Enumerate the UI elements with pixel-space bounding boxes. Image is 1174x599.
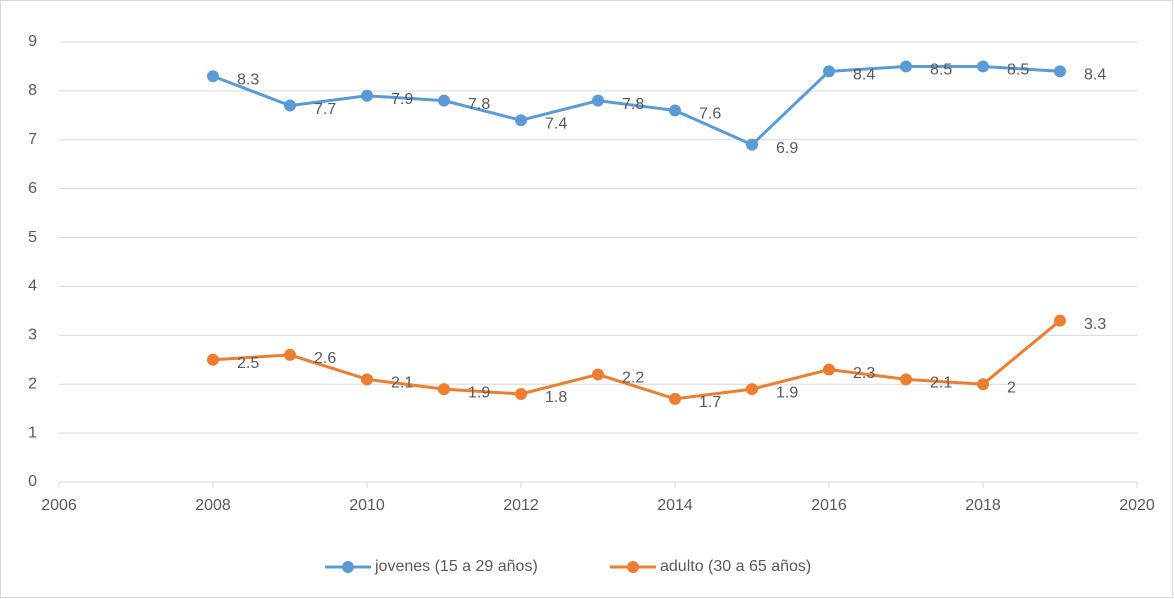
y-tick-label: 6 [28, 180, 37, 197]
data-point [207, 353, 219, 366]
data-label: 2.3 [853, 365, 875, 382]
data-label: 8.4 [1084, 67, 1106, 84]
data-point [746, 138, 758, 151]
x-tick-label: 2016 [811, 497, 847, 514]
data-label: 7.4 [545, 115, 567, 132]
data-point [284, 99, 296, 112]
legend-marker [342, 561, 354, 573]
data-point [823, 65, 835, 78]
data-label: 2.2 [622, 370, 644, 387]
data-point [361, 89, 373, 102]
data-point [900, 373, 912, 386]
data-label: 2.1 [930, 375, 952, 392]
data-label: 8.5 [1007, 62, 1029, 79]
data-point [592, 94, 604, 107]
x-tick-label: 2008 [195, 497, 231, 514]
data-label: 1.9 [468, 384, 490, 401]
y-tick-label: 5 [28, 229, 37, 246]
y-tick-label: 9 [28, 33, 37, 50]
data-label: 2.6 [314, 350, 336, 367]
y-tick-label: 8 [28, 82, 37, 99]
data-label: 7.7 [314, 101, 336, 118]
data-label: 7.8 [622, 96, 644, 113]
data-label: 3.3 [1084, 316, 1106, 333]
data-point [1054, 314, 1066, 327]
x-tick-label: 2006 [41, 497, 77, 514]
x-tick-label: 2014 [657, 497, 693, 514]
data-point [361, 373, 373, 386]
data-point [977, 60, 989, 73]
data-label: 7.8 [468, 96, 490, 113]
data-label: 2 [1007, 379, 1016, 396]
y-tick-label: 7 [28, 131, 37, 148]
data-label: 8.5 [930, 62, 952, 79]
data-point [669, 392, 681, 405]
data-point [746, 383, 758, 396]
data-label: 7.6 [699, 106, 721, 123]
series-line [212, 319, 1061, 401]
data-point [438, 94, 450, 107]
data-point [438, 383, 450, 396]
data-label: 8.4 [853, 67, 875, 84]
data-point [207, 70, 219, 83]
x-tick-label: 2020 [1119, 497, 1155, 514]
data-label: 7.9 [391, 91, 413, 108]
data-point [284, 348, 296, 361]
x-tick-label: 2018 [965, 497, 1001, 514]
y-tick-label: 1 [28, 424, 37, 441]
series-line [212, 64, 1061, 147]
data-point [515, 388, 527, 400]
data-label: 8.3 [237, 71, 259, 88]
legend-marker [627, 561, 639, 573]
data-point [669, 104, 681, 117]
data-point [1054, 65, 1066, 78]
data-label: 1.8 [545, 389, 567, 406]
data-label: 2.5 [237, 355, 259, 372]
y-tick-label: 4 [28, 278, 37, 295]
legend-label: jovenes (15 a 29 años) [374, 558, 538, 575]
data-point [977, 378, 989, 391]
y-tick-label: 2 [28, 375, 37, 392]
legend-label: adulto (30 a 65 años) [660, 558, 811, 575]
data-label: 2.1 [391, 375, 413, 392]
data-label: 1.9 [776, 384, 798, 401]
y-tick-label: 0 [28, 473, 37, 490]
data-label: 6.9 [776, 140, 798, 157]
data-label: 1.7 [699, 394, 721, 411]
x-tick-label: 2010 [349, 497, 385, 514]
x-tick-label: 2012 [503, 497, 539, 514]
y-tick-label: 3 [28, 327, 37, 344]
data-point [515, 114, 527, 127]
data-point [592, 368, 604, 381]
data-point [900, 60, 912, 73]
data-point [823, 363, 835, 376]
